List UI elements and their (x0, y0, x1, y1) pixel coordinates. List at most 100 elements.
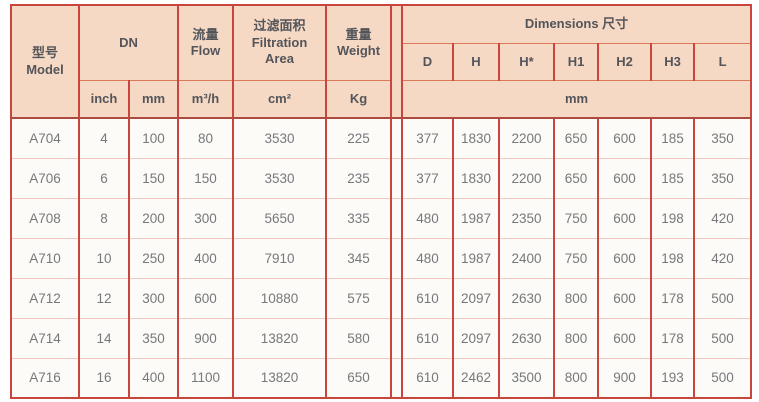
cell-l: 350 (692, 118, 753, 159)
col-header-l: L (692, 43, 753, 81)
cell-flow: 600 (177, 278, 234, 319)
col-header-h1: H1 (553, 43, 599, 81)
cell-d: 610 (401, 318, 454, 359)
cell-d: 377 (401, 158, 454, 199)
cell-l: 420 (692, 198, 753, 239)
column-gap (390, 198, 403, 239)
col-header-flow: 流量 Flow (177, 5, 234, 81)
cell-model: A712 (10, 278, 80, 319)
cell-flow: 1100 (177, 358, 234, 399)
cell-h1: 750 (553, 198, 599, 239)
cell-d: 480 (401, 238, 454, 279)
cell-model: A716 (10, 358, 80, 399)
cell-h-star: 2630 (498, 278, 555, 319)
cell-weight: 575 (325, 278, 392, 319)
cell-flow: 900 (177, 318, 234, 359)
cell-h1: 650 (553, 118, 599, 159)
cell-d: 610 (401, 278, 454, 319)
cell-weight: 345 (325, 238, 392, 279)
col-header-h3: H3 (650, 43, 695, 81)
cell-d: 480 (401, 198, 454, 239)
unit-dimensions: mm (400, 80, 753, 119)
cell-dn-inch: 14 (78, 318, 130, 359)
cell-weight: 335 (325, 198, 392, 239)
cell-h-star: 3500 (498, 358, 555, 399)
cell-weight: 235 (325, 158, 392, 199)
column-gap (390, 5, 403, 119)
cell-d: 377 (401, 118, 454, 159)
cell-h3: 185 (650, 118, 695, 159)
cell-dn-mm: 350 (128, 318, 179, 359)
unit-area: cm² (232, 80, 327, 119)
cell-h-star: 2200 (498, 118, 555, 159)
cell-l: 420 (692, 238, 753, 279)
cell-area: 3530 (232, 158, 327, 199)
col-header-filtration-en: Filtration Area (251, 34, 308, 66)
spec-table: 型号 Model DN 流量 Flow 过滤面积 Filtration Area… (10, 4, 753, 399)
col-header-flow-en: Flow (190, 42, 221, 58)
col-header-h2: H2 (597, 43, 652, 81)
cell-h3: 185 (650, 158, 695, 199)
column-gap (390, 238, 403, 279)
cell-h2: 600 (597, 118, 652, 159)
cell-h1: 650 (553, 158, 599, 199)
cell-flow: 300 (177, 198, 234, 239)
column-gap (390, 118, 403, 159)
table-row: A708 8 200 300 5650 335 480 1987 2350 750 600 198 42… (10, 198, 753, 239)
col-header-model: 型号 Model (10, 5, 80, 119)
col-header-model-en: Model (26, 61, 64, 77)
col-header-h-star: H* (498, 43, 555, 81)
col-header-dn: DN (78, 5, 179, 81)
cell-dn-mm: 250 (128, 238, 179, 279)
cell-h1: 800 (553, 278, 599, 319)
unit-weight: Kg (325, 80, 392, 119)
column-gap (390, 358, 403, 399)
cell-h1: 750 (553, 238, 599, 279)
col-header-dimensions: Dimensions 尺寸 (400, 5, 753, 44)
cell-area: 3530 (232, 118, 327, 159)
cell-h2: 600 (597, 198, 652, 239)
cell-model: A706 (10, 158, 80, 199)
table-row: A710 10 250 400 7910 345 480 1987 2400 750 600 198 4… (10, 238, 753, 279)
cell-h3: 198 (650, 238, 695, 279)
cell-dn-mm: 300 (128, 278, 179, 319)
col-header-flow-zh: 流量 (192, 26, 219, 42)
cell-h1: 800 (553, 358, 599, 399)
cell-dn-inch: 4 (78, 118, 130, 159)
col-header-h: H (452, 43, 500, 81)
cell-flow: 80 (177, 118, 234, 159)
cell-l: 500 (692, 318, 753, 359)
cell-h3: 178 (650, 278, 695, 319)
cell-dn-mm: 200 (128, 198, 179, 239)
cell-l: 500 (692, 358, 753, 399)
cell-h1: 800 (553, 318, 599, 359)
cell-model: A710 (10, 238, 80, 279)
cell-h2: 600 (597, 278, 652, 319)
cell-d: 610 (401, 358, 454, 399)
cell-h-star: 2630 (498, 318, 555, 359)
cell-dn-inch: 10 (78, 238, 130, 279)
cell-area: 13820 (232, 358, 327, 399)
cell-h-star: 2350 (498, 198, 555, 239)
cell-h: 2097 (452, 278, 500, 319)
cell-h-star: 2200 (498, 158, 555, 199)
cell-area: 10880 (232, 278, 327, 319)
table-row: A716 16 400 1100 13820 650 610 2462 3500 800 900 19… (10, 358, 753, 399)
unit-flow: m³/h (177, 80, 234, 119)
col-header-weight: 重量 Weight (325, 5, 392, 81)
unit-mm: mm (128, 80, 179, 119)
table-row: A714 14 350 900 13820 580 610 2097 2630 800 600 178… (10, 318, 753, 359)
cell-weight: 650 (325, 358, 392, 399)
cell-dn-inch: 6 (78, 158, 130, 199)
cell-model: A704 (10, 118, 80, 159)
cell-weight: 225 (325, 118, 392, 159)
cell-dn-mm: 150 (128, 158, 179, 199)
cell-h2: 600 (597, 158, 652, 199)
cell-h2: 600 (597, 238, 652, 279)
cell-h: 1987 (452, 238, 500, 279)
cell-h-star: 2400 (498, 238, 555, 279)
cell-h: 2462 (452, 358, 500, 399)
column-gap (390, 158, 403, 199)
cell-l: 500 (692, 278, 753, 319)
table-body: A704 4 100 80 3530 225 377 1830 2200 650 600 185 350… (10, 118, 753, 399)
